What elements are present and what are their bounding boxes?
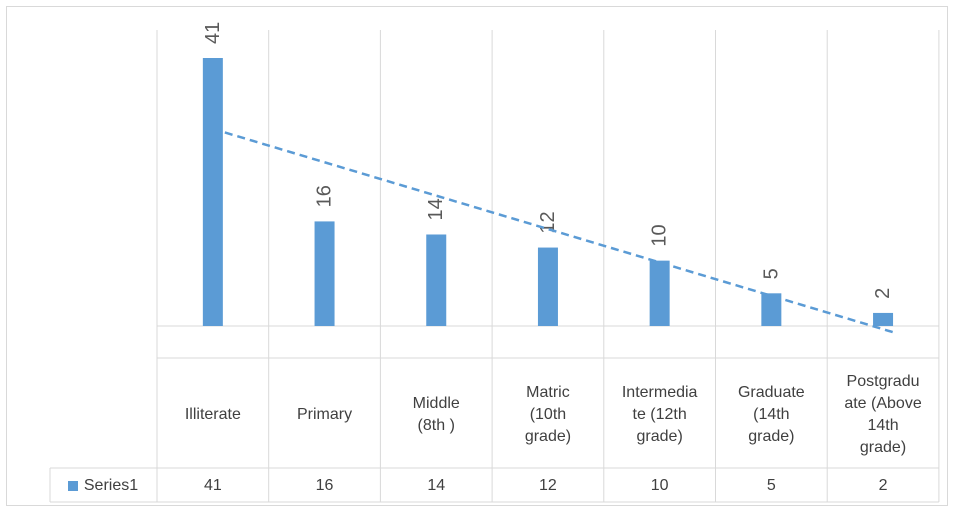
legend-label: Series1 [83, 477, 139, 494]
category-label: Intermedia te (12th grade) [621, 383, 698, 445]
category-label: Matric (10th grade) [524, 383, 572, 445]
table-value: 41 [203, 477, 222, 494]
category-label: Middle (8th ) [412, 394, 460, 434]
bar [649, 260, 670, 326]
legend-entry: Series1 [50, 470, 156, 502]
category-label: Illiterate [184, 405, 241, 423]
legend-swatch [67, 481, 78, 491]
data-label: 5 [760, 268, 782, 279]
data-label: 14 [425, 198, 447, 220]
table-value: 16 [315, 477, 334, 494]
table-value: 14 [427, 477, 446, 494]
category-label: Graduate (14th grade) [737, 383, 805, 445]
bar [537, 247, 558, 326]
data-label: 10 [649, 224, 671, 246]
chart-frame [6, 6, 948, 506]
table-value: 2 [878, 477, 888, 494]
table-value: 5 [766, 477, 776, 494]
bar [761, 293, 782, 326]
data-label: 2 [872, 288, 894, 299]
bar [426, 234, 447, 326]
table-value: 12 [539, 477, 557, 494]
data-label: 16 [314, 185, 336, 207]
bar [873, 312, 894, 326]
data-label: 41 [202, 22, 224, 44]
bar [202, 58, 223, 326]
category-label: Postgradu ate (Above 14th grade) [844, 372, 922, 456]
category-label: Primary [296, 405, 353, 423]
table-value: 10 [650, 477, 669, 494]
bar [314, 221, 335, 326]
